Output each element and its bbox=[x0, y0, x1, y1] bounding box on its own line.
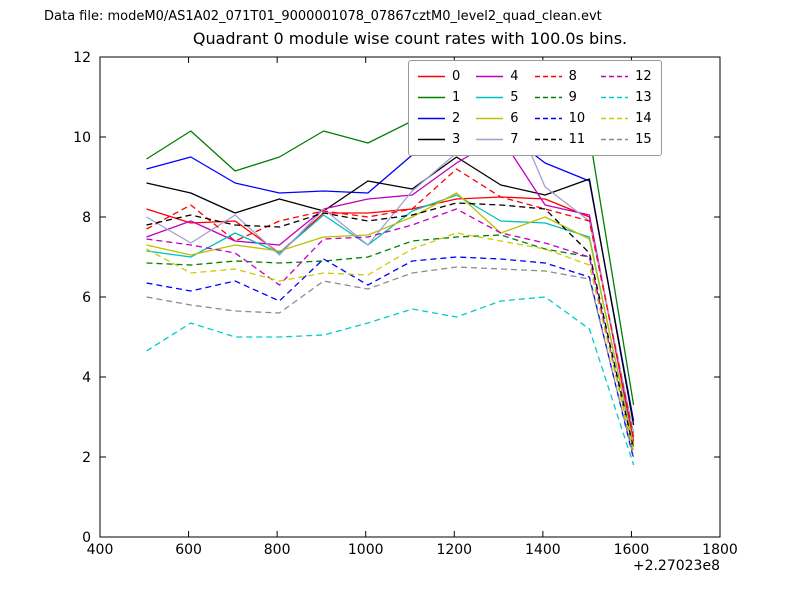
legend-line-sample-10 bbox=[534, 117, 562, 120]
legend-line-sample-9 bbox=[534, 96, 562, 99]
legend-item-7: 7 bbox=[476, 132, 519, 147]
legend-item-1: 1 bbox=[418, 91, 460, 104]
legend-label-13: 13 bbox=[635, 90, 652, 105]
legend-line-sample-8 bbox=[534, 75, 562, 78]
x-tick-label: 1400 bbox=[525, 542, 561, 558]
legend-label-12: 12 bbox=[635, 69, 652, 84]
legend-item-3: 3 bbox=[418, 133, 460, 146]
series-line-7 bbox=[146, 82, 635, 434]
x-tick-label: 600 bbox=[175, 542, 202, 558]
legend-line-sample-11 bbox=[534, 138, 562, 141]
legend-line-sample-1 bbox=[418, 96, 445, 99]
series-line-5 bbox=[146, 194, 635, 448]
legend-label-5: 5 bbox=[510, 90, 519, 105]
legend-item-8: 8 bbox=[534, 69, 586, 84]
legend-item-12: 12 bbox=[601, 70, 652, 83]
legend-line-sample-6 bbox=[476, 117, 504, 120]
legend-label-6: 6 bbox=[510, 111, 519, 126]
chart-title: Quadrant 0 module wise count rates with … bbox=[192, 29, 628, 48]
series-line-6 bbox=[146, 192, 635, 446]
series-line-0 bbox=[146, 196, 635, 442]
x-axis-offset-label: +2.27023e8 bbox=[632, 558, 720, 574]
y-tick-label: 12 bbox=[73, 50, 91, 66]
series-line-12 bbox=[146, 208, 635, 454]
legend-item-6: 6 bbox=[476, 111, 519, 126]
series-line-10 bbox=[146, 256, 635, 460]
legend-item-5: 5 bbox=[476, 90, 519, 105]
y-tick-label: 0 bbox=[82, 530, 91, 546]
legend-label-3: 3 bbox=[452, 132, 461, 147]
legend-line-sample-12 bbox=[601, 75, 629, 78]
legend-label-4: 4 bbox=[510, 69, 519, 84]
x-tick-label: 400 bbox=[87, 542, 114, 558]
legend-item-15: 15 bbox=[601, 133, 652, 146]
legend-line-sample-0 bbox=[418, 75, 445, 78]
legend-label-9: 9 bbox=[568, 90, 577, 105]
legend-item-2: 2 bbox=[418, 112, 460, 125]
legend-item-13: 13 bbox=[601, 91, 652, 104]
legend-line-sample-2 bbox=[418, 117, 445, 120]
series-line-2 bbox=[146, 128, 635, 422]
data-file-label: Data file: modeM0/AS1A02_071T01_90000010… bbox=[44, 9, 602, 24]
y-tick-label: 4 bbox=[82, 370, 91, 386]
legend-item-10: 10 bbox=[534, 111, 586, 126]
legend-item-9: 9 bbox=[534, 90, 586, 105]
y-tick-label: 10 bbox=[73, 130, 91, 146]
x-tick-label: 1800 bbox=[702, 542, 738, 558]
series-line-14 bbox=[146, 232, 635, 452]
legend-item-4: 4 bbox=[476, 69, 519, 84]
legend-label-10: 10 bbox=[568, 111, 586, 126]
series-line-8 bbox=[146, 168, 635, 438]
legend-line-sample-4 bbox=[476, 75, 504, 78]
legend-label-8: 8 bbox=[568, 69, 577, 84]
legend-line-sample-15 bbox=[601, 138, 629, 141]
legend-line-sample-14 bbox=[601, 117, 629, 120]
legend-line-sample-7 bbox=[476, 138, 504, 141]
legend-item-14: 14 bbox=[601, 112, 652, 125]
legend-label-11: 11 bbox=[568, 132, 586, 147]
series-line-11 bbox=[146, 202, 635, 450]
legend-item-0: 0 bbox=[418, 70, 460, 83]
legend-line-sample-13 bbox=[601, 96, 629, 99]
legend-label-14: 14 bbox=[635, 111, 652, 126]
legend-label-15: 15 bbox=[635, 132, 652, 147]
legend-line-sample-3 bbox=[418, 138, 445, 141]
series-line-15 bbox=[146, 266, 635, 458]
y-tick-label: 6 bbox=[82, 290, 91, 306]
y-tick-label: 2 bbox=[82, 450, 91, 466]
x-tick-label: 1000 bbox=[348, 542, 384, 558]
legend-label-0: 0 bbox=[452, 69, 461, 84]
legend-label-1: 1 bbox=[452, 90, 461, 105]
y-tick-label: 8 bbox=[82, 210, 91, 226]
x-tick-label: 1200 bbox=[436, 542, 472, 558]
legend-label-2: 2 bbox=[452, 111, 461, 126]
x-tick-label: 800 bbox=[264, 542, 291, 558]
legend-label-7: 7 bbox=[510, 132, 519, 147]
x-tick-label: 1600 bbox=[614, 542, 650, 558]
legend-item-11: 11 bbox=[534, 132, 586, 147]
series-line-13 bbox=[146, 296, 635, 466]
legend-line-sample-5 bbox=[476, 96, 504, 99]
series-line-4 bbox=[146, 136, 635, 444]
series-line-9 bbox=[146, 234, 635, 454]
legend: 0 1 2 3 4 5 6 7 8 9 10 11 12 13 14 15 bbox=[408, 60, 662, 156]
